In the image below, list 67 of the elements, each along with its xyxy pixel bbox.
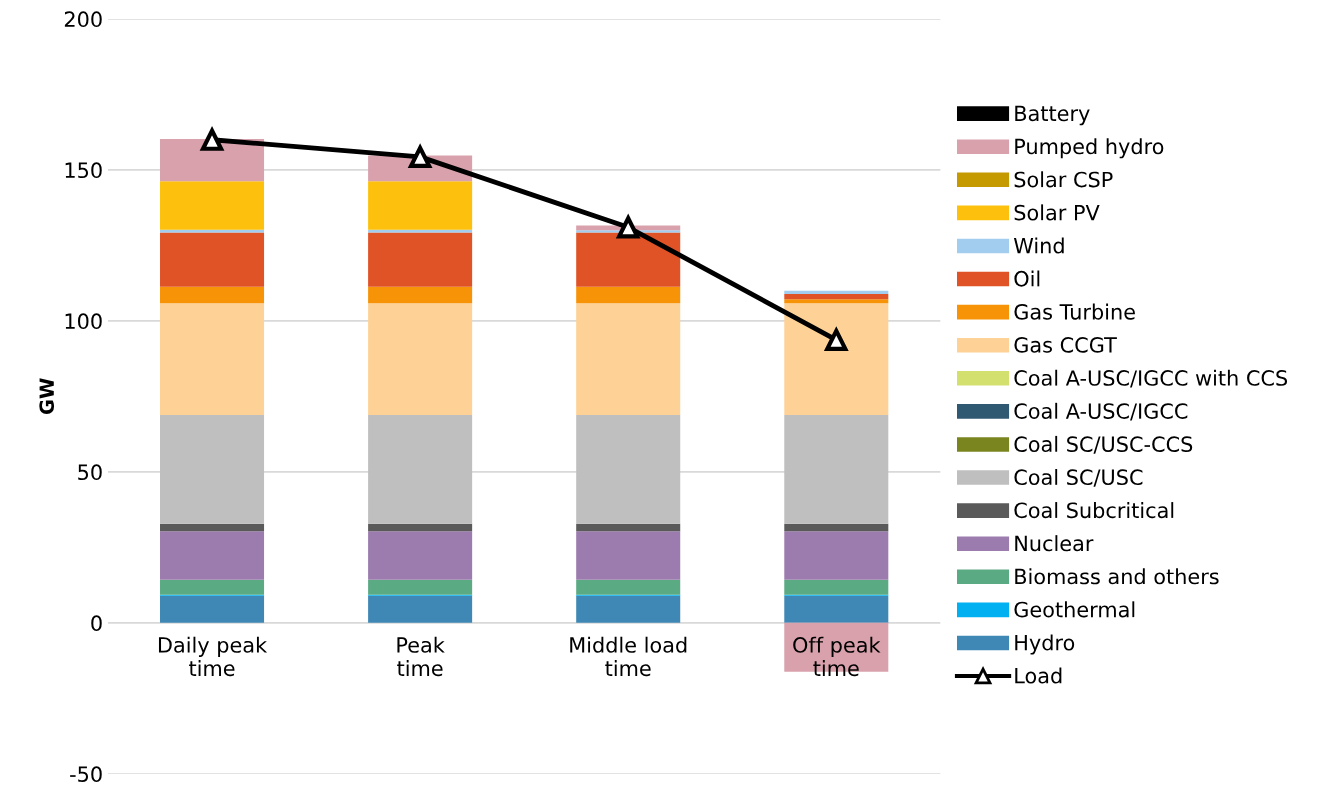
- bar: [160, 303, 265, 416]
- bar: [784, 531, 889, 580]
- legend-label: Gas CCGT: [1014, 337, 1117, 353]
- legend-label: Coal SC/USC: [1014, 468, 1143, 487]
- x-tick-label: Daily peak time: [158, 636, 268, 677]
- y-tick-label: 100: [65, 313, 102, 330]
- x-tick-label: Peak time: [397, 636, 445, 677]
- bar: [160, 595, 265, 623]
- bar: [160, 286, 265, 304]
- point: [199, 126, 225, 151]
- bar: [160, 232, 265, 287]
- bar: [784, 595, 889, 623]
- bar: [368, 232, 473, 287]
- bar: [368, 415, 473, 524]
- legend-label: Biomass and others: [1015, 568, 1219, 585]
- y-axis-title: GW: [39, 378, 55, 415]
- legend-label: Wind: [1013, 237, 1064, 254]
- bar: [576, 579, 681, 595]
- bar: [368, 531, 473, 580]
- y-tick-label: 0: [91, 615, 102, 632]
- bar: [576, 286, 681, 304]
- bar: [576, 232, 681, 287]
- bar: [368, 303, 473, 416]
- bar: [576, 531, 681, 580]
- bar: [160, 579, 265, 595]
- legend-label: Battery: [1015, 105, 1090, 126]
- bar: [368, 579, 473, 595]
- legend-label: Coal A-USC/IGCC with CCS: [1014, 369, 1288, 388]
- legend-label: Hydro: [1015, 634, 1075, 655]
- legend-label: Oil: [1014, 270, 1040, 287]
- bar: [160, 181, 265, 230]
- bar: [368, 595, 473, 623]
- bar: [784, 299, 889, 304]
- legend-label: Solar PV: [1014, 204, 1100, 221]
- point: [407, 143, 433, 169]
- bar: [784, 523, 889, 532]
- x-tick-label: Off peak time: [793, 636, 881, 677]
- x-tick-label: Middle load time: [570, 636, 687, 677]
- y-tick-label: 150: [65, 162, 102, 179]
- legend-label: Gas Turbine: [1014, 303, 1135, 320]
- legend-label: Coal Subcritical: [1014, 502, 1174, 519]
- legend-label: Geothermal: [1014, 601, 1135, 618]
- legend-label: Load: [1015, 667, 1062, 684]
- bar: [784, 579, 889, 595]
- bar: [368, 181, 473, 230]
- bar: [160, 523, 265, 532]
- bar: [576, 523, 681, 532]
- y-tick-label: -50: [70, 766, 102, 783]
- bar: [576, 595, 681, 623]
- bar: [784, 294, 889, 300]
- legend-label: Nuclear: [1015, 535, 1094, 552]
- bar: [784, 303, 889, 416]
- legend-label: Coal SC/USC-CCS: [1014, 435, 1193, 454]
- bar: [160, 531, 265, 580]
- bar: [160, 415, 265, 524]
- bar: [784, 415, 889, 524]
- y-tick-label: 50: [78, 464, 102, 481]
- point: [824, 326, 849, 352]
- legend-label: Solar CSP: [1014, 171, 1113, 188]
- legend-label: Pumped hydro: [1015, 138, 1164, 159]
- bar: [784, 290, 889, 294]
- bar: [368, 523, 473, 532]
- y-tick-label: 200: [64, 11, 102, 28]
- legend-label: Coal A-USC/IGCC: [1014, 402, 1188, 421]
- bar: [576, 415, 681, 524]
- bar: [368, 286, 473, 304]
- bar: [576, 303, 681, 416]
